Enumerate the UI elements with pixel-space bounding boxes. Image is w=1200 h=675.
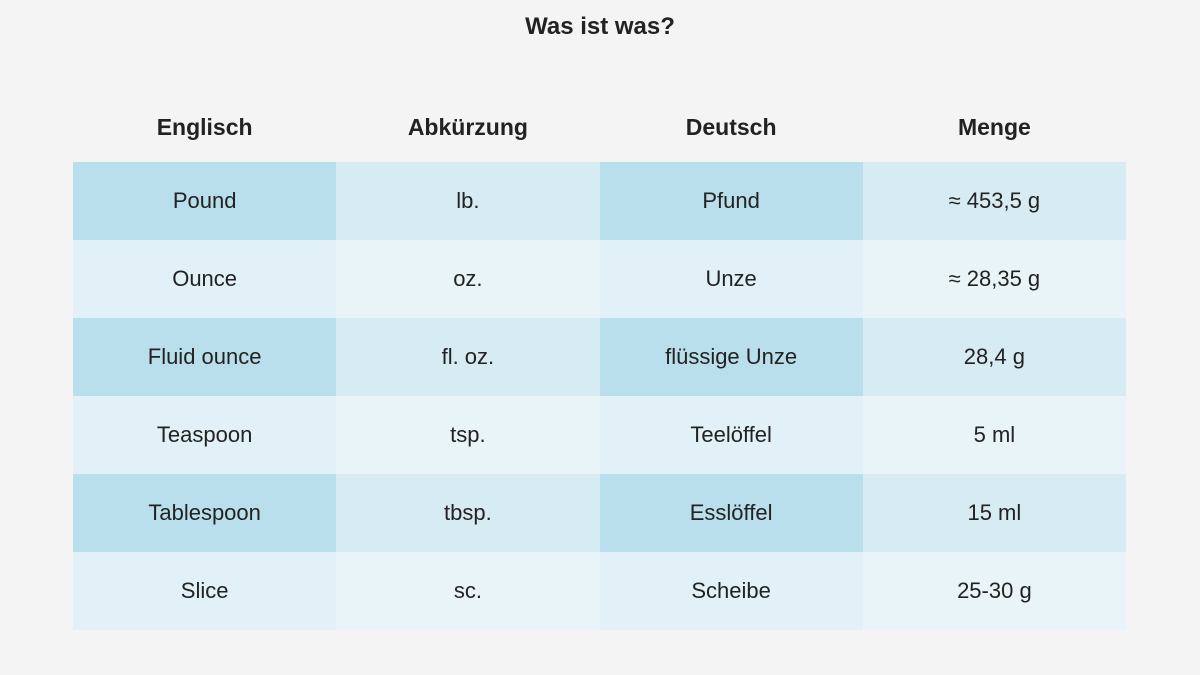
column-header: Abkürzung [407, 114, 528, 140]
table-cell: Teelöffel [599, 396, 863, 474]
table-row: Tablespoon tbsp. Esslöffel 15 ml [73, 474, 1126, 552]
table-cell: Fluid ounce [73, 318, 337, 396]
table-cell: 25-30 g [862, 552, 1126, 630]
column-header: Englisch [156, 114, 253, 140]
table-cell: Slice [73, 552, 337, 630]
table: Englisch Abkürzung Deutsch Menge Pound lb. Pfu… [73, 92, 1126, 630]
table-row: Pound lb. Pfund ≈ 453,5 g [73, 162, 1126, 240]
title: Was ist was? [525, 13, 675, 40]
table-cell: flüssige Unze [599, 318, 863, 396]
table-row: Teaspoon tsp. Teelöffel 5 ml [73, 396, 1126, 474]
table-row: Slice sc. Scheibe 25-30 g [73, 552, 1126, 630]
table-cell: Ounce [73, 240, 337, 318]
table-cell: Pfund [599, 162, 863, 240]
table-cell: tsp. [336, 396, 600, 474]
table-row: Fluid ounce fl. oz. flüssige Unze 28,4 g [73, 318, 1126, 396]
table-cell: 28,4 g [862, 318, 1126, 396]
table-cell: oz. [336, 240, 600, 318]
header-row: Englisch Abkürzung Deutsch Menge [73, 92, 1126, 162]
table-cell: ≈ 453,5 g [862, 162, 1126, 240]
table-cell: Pound [73, 162, 337, 240]
table-cell: Tablespoon [73, 474, 337, 552]
column-header: Menge [957, 114, 1031, 140]
table-cell: fl. oz. [336, 318, 600, 396]
table-row: Ounce oz. Unze ≈ 28,35 g [73, 240, 1126, 318]
table-cell: lb. [336, 162, 600, 240]
table-cell: Unze [599, 240, 863, 318]
table-cell: 5 ml [862, 396, 1126, 474]
table-cell: 15 ml [862, 474, 1126, 552]
column-header: Deutsch [685, 114, 777, 140]
table-cell: Esslöffel [599, 474, 863, 552]
table-cell: ≈ 28,35 g [862, 240, 1126, 318]
table-cell: Teaspoon [73, 396, 337, 474]
table-cell: tbsp. [336, 474, 600, 552]
table-cell: sc. [336, 552, 600, 630]
table-cell: Scheibe [599, 552, 863, 630]
